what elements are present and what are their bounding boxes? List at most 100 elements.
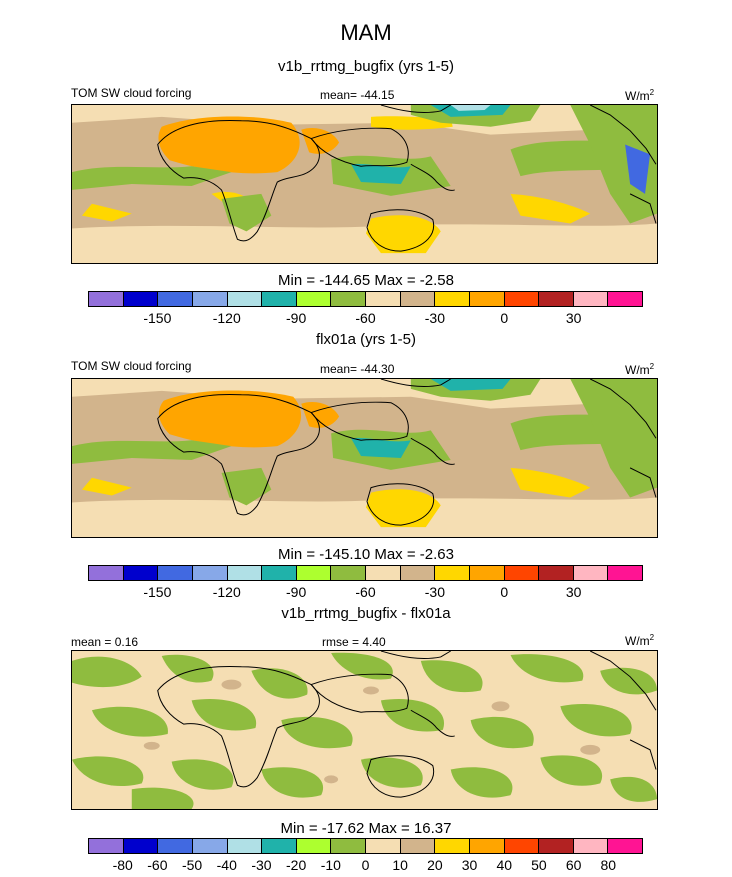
map-fill-region — [221, 679, 242, 690]
map-fill-region — [560, 704, 632, 737]
colorbar-box — [227, 292, 263, 306]
colorbar-box — [192, 839, 228, 853]
colorbar-box — [573, 839, 609, 853]
africa-coastline — [157, 666, 320, 788]
colorbar-box — [608, 566, 642, 580]
colorbar-box — [123, 566, 159, 580]
colorbar-box — [192, 566, 228, 580]
colorbar-tick-label: -30 — [251, 857, 272, 873]
colorbar-box — [400, 292, 436, 306]
panel-1-map-svg — [72, 105, 657, 263]
panel-3-stats: Min = -17.62 Max = 16.37 — [280, 820, 452, 837]
colorbar-tick-label: 30 — [565, 310, 582, 326]
colorbar-box — [227, 839, 263, 853]
colorbar-box — [89, 292, 124, 306]
colorbar-tick-label: -10 — [320, 857, 341, 873]
map-fill-region — [72, 440, 232, 464]
map-fill-region — [351, 163, 411, 184]
map-fill-region — [81, 203, 132, 222]
panel-2-units-exp: 2 — [649, 362, 655, 371]
map-fill-region — [191, 698, 257, 731]
colorbar-tick-label: -30 — [424, 310, 445, 326]
colorbar-tick-label: -90 — [286, 584, 307, 600]
map-fill-region — [625, 144, 651, 194]
colorbar-box — [469, 566, 505, 580]
colorbar-box — [539, 839, 574, 853]
map-fill-region — [261, 767, 324, 798]
map-fill-region — [221, 467, 272, 506]
australia-coastline — [366, 483, 435, 526]
colorbar-tick-label: 40 — [496, 857, 513, 873]
colorbar-tick-label: 0 — [500, 310, 509, 326]
map-fill-region — [81, 477, 132, 496]
map-fill-region — [251, 668, 308, 699]
south-america-coastline — [629, 467, 657, 498]
map-fill-region — [450, 105, 491, 111]
panel-2-title: flx01a (yrs 1-5) — [315, 331, 417, 348]
colorbar-box — [469, 292, 505, 306]
coastlines — [157, 651, 657, 798]
map-fill-region — [420, 660, 483, 693]
map-fill-region — [331, 652, 393, 680]
colorbar-tick-label: -150 — [143, 584, 172, 600]
colorbar-box — [608, 292, 642, 306]
america-coastline — [590, 105, 657, 165]
map-fill-region — [361, 757, 423, 788]
colorbar-box — [573, 292, 609, 306]
south-america-coastline — [629, 193, 657, 224]
map-fill-region — [301, 401, 340, 428]
map-fill-region — [281, 716, 353, 749]
se-asia-coastline — [410, 709, 455, 737]
panel-2-units: W/m2 — [625, 362, 654, 377]
map-fill-region — [72, 166, 232, 190]
figure-title: MAM — [340, 20, 392, 45]
colorbar-box — [539, 566, 574, 580]
map-fill-region — [510, 654, 584, 683]
panel-3-units-base: W/m — [625, 634, 650, 648]
colorbar-box — [366, 839, 401, 853]
map-fill-region — [324, 775, 339, 784]
colorbar-box — [573, 566, 609, 580]
panel-2-units-base: W/m — [625, 363, 650, 377]
colorbar-box — [123, 292, 159, 306]
colorbar-box — [400, 566, 436, 580]
arabia-coastline — [310, 401, 409, 441]
panel-2-stats: Min = -145.10 Max = -2.63 — [278, 546, 454, 563]
colorbar-box — [262, 839, 297, 853]
africa-coastline — [157, 394, 320, 516]
map-fill-region — [72, 656, 142, 688]
colorbar-tick-label: -60 — [355, 584, 376, 600]
colorbar-box — [331, 292, 366, 306]
colorbar-3 — [88, 838, 643, 854]
colorbar-box — [296, 566, 332, 580]
panel-2-map — [71, 378, 658, 538]
colorbar-box — [262, 292, 297, 306]
panel-3-map-svg — [72, 651, 657, 809]
panel-3-rmse-label: rmse = 4.40 — [322, 635, 386, 649]
map-fill-region — [158, 116, 300, 174]
colorbar-box — [123, 839, 159, 853]
map-fill-region — [171, 759, 234, 790]
colorbar-tick-label: 50 — [531, 857, 547, 873]
colorbar-box — [400, 839, 436, 853]
se-asia-coastline — [410, 163, 455, 191]
colorbar-3-ticks: -80 -60 -50 -40 -30 -20 -10 0 10 20 30 40 50 60 80 — [88, 857, 643, 875]
map-fill-region — [450, 767, 513, 798]
colorbar-box — [435, 292, 470, 306]
colorbar-tick-label: -150 — [143, 310, 172, 326]
map-fill-region — [143, 741, 160, 750]
map-fill-region — [380, 698, 445, 732]
colorbar-box — [227, 566, 263, 580]
colorbar-box — [158, 839, 193, 853]
africa-coastline — [157, 120, 320, 242]
america-coastline — [590, 651, 657, 711]
map-fill-region — [510, 467, 591, 498]
panel-1-units-exp: 2 — [649, 88, 655, 97]
panel-2-mean-label: mean= -44.30 — [320, 362, 395, 376]
colorbar-box — [435, 839, 470, 853]
colorbar-tick-label: 30 — [461, 857, 478, 873]
colorbar-1 — [88, 291, 643, 307]
panel-3-mean-label: mean = 0.16 — [71, 635, 139, 649]
colorbar-box — [435, 566, 470, 580]
map-fill-region — [430, 105, 511, 117]
